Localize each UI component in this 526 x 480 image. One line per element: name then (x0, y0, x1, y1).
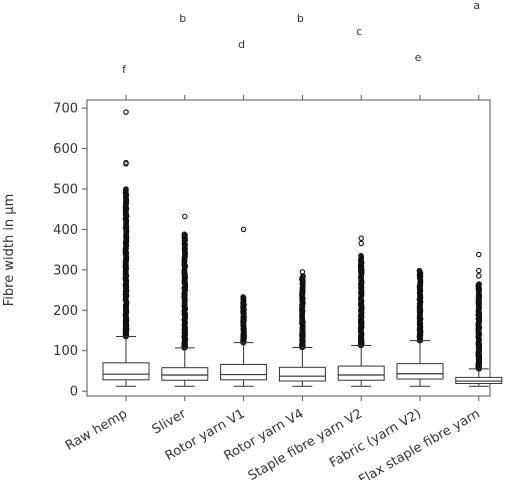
y-tick-label: 0 (70, 385, 78, 400)
outlier-point (475, 282, 482, 288)
x-category-label: Sliver (150, 406, 190, 438)
outlier-point (182, 232, 188, 238)
box-iqr (455, 376, 503, 384)
y-tick-label: 200 (53, 304, 78, 319)
outlier-point (416, 267, 423, 274)
outlier-point (358, 240, 364, 247)
y-axis-title: Fibre width in µm (2, 194, 17, 306)
significance-letter: b (297, 12, 304, 25)
outlier-point (476, 273, 482, 279)
y-tick-label: 100 (53, 344, 78, 359)
plot-frame (86, 99, 491, 397)
outlier-point (476, 281, 482, 287)
significance-letter: e (415, 51, 422, 64)
box-iqr (102, 362, 150, 381)
outlier-point (123, 109, 129, 115)
significance-letters: f b d b c e a (122, 0, 480, 76)
outlier-point (476, 251, 482, 258)
outlier-point (182, 213, 188, 220)
outlier-point (358, 252, 364, 259)
box-5 (337, 235, 385, 387)
box-6 (396, 267, 444, 387)
significance-letter: a (473, 0, 480, 12)
outlier-point (123, 186, 129, 192)
significance-letter: c (356, 25, 362, 38)
box-3 (220, 226, 268, 387)
significance-letter: d (238, 38, 245, 51)
box-7 (455, 251, 503, 387)
outlier-point (240, 226, 247, 233)
box-2 (161, 213, 209, 387)
box-iqr (278, 366, 326, 382)
box-iqr (220, 363, 268, 381)
significance-letter: b (179, 12, 186, 25)
x-category-label: Raw hemp (63, 406, 130, 453)
outlier-point (299, 269, 306, 275)
box-1 (102, 109, 150, 387)
outlier-point (358, 235, 364, 242)
y-tick-label: 300 (53, 263, 78, 278)
y-tick-label: 400 (53, 223, 78, 238)
significance-letter: f (122, 63, 127, 76)
box-iqr (396, 363, 444, 380)
plot-area (86, 99, 503, 397)
y-tick-label: 600 (53, 142, 78, 157)
outlier-point (240, 294, 246, 300)
outlier-point (181, 231, 188, 238)
box-iqr (161, 367, 209, 381)
box-iqr (337, 365, 385, 381)
outlier-point (476, 267, 482, 274)
y-axis: 0 100 200 300 400 500 600 700 (53, 102, 87, 400)
box-4 (278, 269, 326, 387)
y-tick-label: 500 (53, 182, 78, 197)
outlier-point (123, 159, 129, 166)
y-tick-label: 700 (53, 102, 78, 117)
